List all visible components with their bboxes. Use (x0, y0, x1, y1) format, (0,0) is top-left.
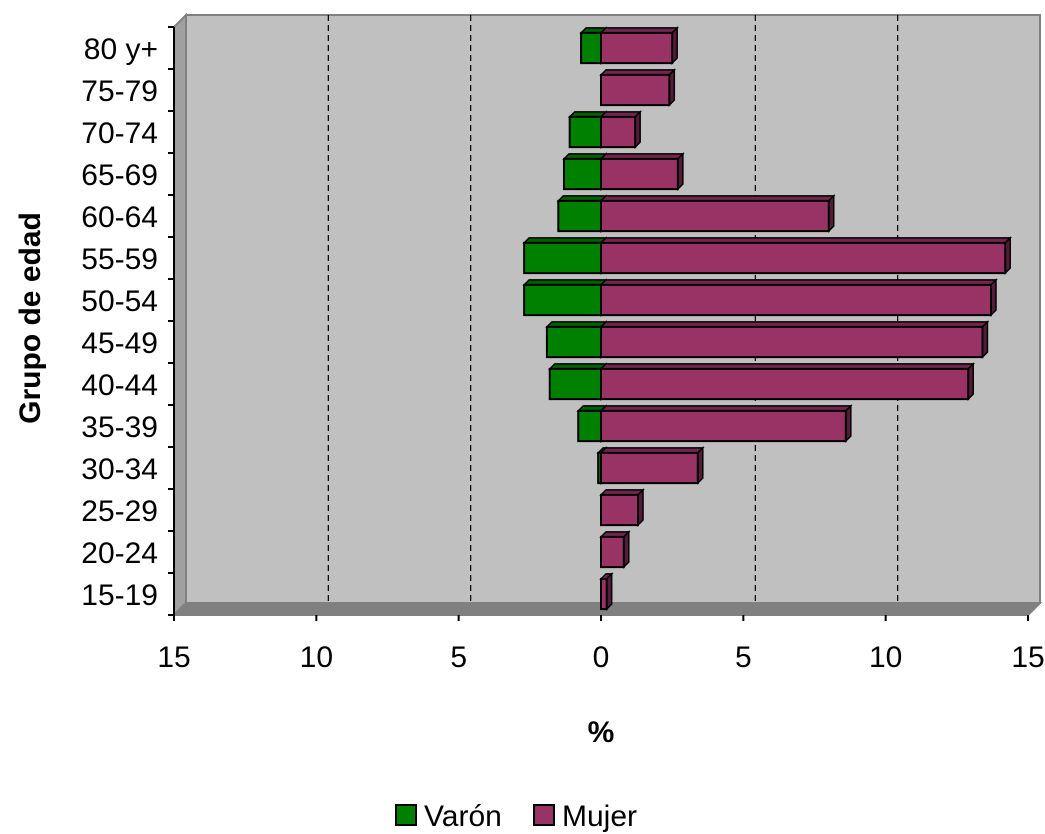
bar-mujer-45-49 (599, 320, 990, 359)
y-tick-label: 50-54 (81, 285, 158, 318)
plot-side-wall (173, 12, 187, 618)
bar-mujer-40-44 (599, 362, 976, 401)
legend: Varón Mujer (395, 800, 637, 833)
x-axis-title: % (588, 716, 615, 749)
bar-varon-70-74 (567, 110, 608, 149)
y-tick-label: 45-49 (81, 327, 158, 360)
y-tick-label: 30-34 (81, 453, 158, 486)
bar-mujer-55-59 (599, 236, 1013, 275)
bar-varon-60-64 (556, 194, 608, 233)
x-tick-label: 5 (450, 641, 467, 674)
bar-mujer-70-74 (599, 110, 642, 149)
bars (522, 26, 1013, 611)
bar-varon-45-49 (545, 320, 608, 359)
bar-mujer-15-19 (599, 572, 614, 611)
y-tick-label: 55-59 (81, 243, 158, 276)
y-tick-label: 20-24 (81, 537, 158, 570)
y-tick-label: 15-19 (81, 579, 158, 612)
y-tick-label: 75-79 (81, 75, 158, 108)
x-axis: 15 10 5 0 5 10 15 (157, 615, 1045, 674)
bar-varon-50-54 (522, 278, 608, 317)
legend-swatch-mujer (533, 804, 555, 826)
bar-mujer-30-34 (599, 446, 705, 485)
y-tick-label: 80 y+ (84, 33, 158, 66)
bar-mujer-35-39 (599, 404, 853, 443)
y-tick-label: 65-69 (81, 159, 158, 192)
bar-mujer-60-64 (599, 194, 836, 233)
y-tick-label: 25-29 (81, 495, 158, 528)
bar-mujer-25-29 (599, 488, 645, 527)
y-tick-label: 40-44 (81, 369, 158, 402)
y-tick-label: 35-39 (81, 411, 158, 444)
bar-varon-55-59 (522, 236, 608, 275)
x-tick-label: 15 (157, 641, 190, 674)
bar-mujer-20-24 (599, 530, 631, 569)
legend-swatch-varon (395, 804, 417, 826)
x-tick-label: 0 (593, 641, 610, 674)
y-tick-label: 70-74 (81, 117, 158, 150)
y-axis-title: Grupo de edad (14, 212, 47, 424)
bar-mujer-75-79 (599, 68, 677, 107)
legend-label-mujer: Mujer (562, 800, 637, 833)
bar-mujer-80y+ (599, 26, 679, 65)
bar-varon-40-44 (547, 362, 608, 401)
y-tick-label: 60-64 (81, 201, 158, 234)
y-axis: 15-19 20-24 25-29 30-34 35-39 40-44 45-49 50-54… (81, 26, 175, 616)
x-tick-label: 15 (1011, 641, 1044, 674)
legend-label-varon: Varón (424, 800, 502, 833)
bar-mujer-65-69 (599, 152, 685, 191)
bar-mujer-50-54 (599, 278, 998, 317)
x-tick-label: 5 (735, 641, 752, 674)
x-tick-label: 10 (300, 641, 333, 674)
x-tick-label: 10 (869, 641, 902, 674)
